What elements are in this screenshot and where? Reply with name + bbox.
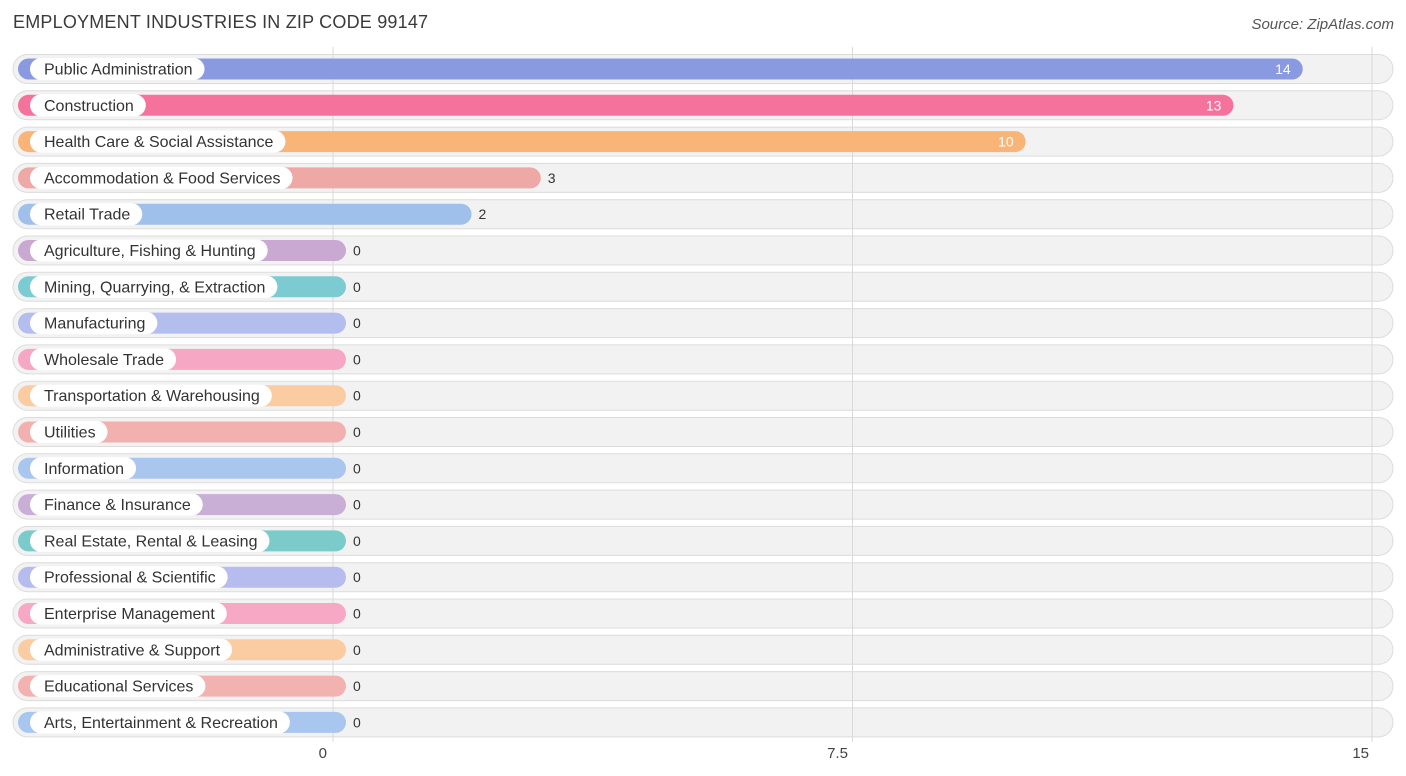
row-background <box>12 453 1394 484</box>
category-label-pill <box>30 711 290 734</box>
value-label: 0 <box>353 388 361 404</box>
row-background <box>12 417 1394 447</box>
value-label: 3 <box>548 170 556 186</box>
value-label: 0 <box>353 351 361 367</box>
value-label: 0 <box>353 279 361 295</box>
category-label: Wholesale Trade <box>44 352 164 369</box>
x-tick-label: 0 <box>319 745 327 762</box>
category-label-pill <box>30 130 286 153</box>
category-label: Real Estate, Rental & Leasing <box>44 533 257 550</box>
row-background <box>12 671 1394 702</box>
category-label-pill <box>30 312 158 335</box>
category-label: Accommodation & Food Services <box>44 170 281 187</box>
value-label: 0 <box>353 243 361 259</box>
category-label: Transportation & Warehousing <box>44 388 260 405</box>
category-label-pill <box>30 602 227 625</box>
row-background <box>12 308 1394 339</box>
chart-title: EMPLOYMENT INDUSTRIES IN ZIP CODE 99147 <box>13 12 429 32</box>
category-label: Manufacturing <box>44 316 145 333</box>
row-background <box>12 344 1394 375</box>
value-label: 0 <box>353 533 361 549</box>
category-label-pill <box>30 384 272 407</box>
category-label: Utilities <box>44 425 96 442</box>
value-label: 13 <box>1206 97 1222 113</box>
value-label: 0 <box>353 460 361 476</box>
category-label-pill <box>30 421 108 443</box>
bars: Public Administration 14 Construction 13 Hea… <box>18 58 1303 734</box>
category-label-pill <box>30 638 233 661</box>
category-label-pill <box>30 239 268 262</box>
category-label: Mining, Quarrying, & Extraction <box>44 279 265 296</box>
category-label: Retail Trade <box>44 207 130 224</box>
category-label-pill <box>30 566 228 589</box>
row-background <box>12 489 1394 520</box>
value-label: 0 <box>353 569 361 585</box>
category-label-pill <box>30 203 143 226</box>
category-label: Educational Services <box>44 679 193 696</box>
x-axis-ticks: 0 7.5 15 <box>319 745 1369 762</box>
category-label: Health Care & Social Assistance <box>44 134 274 151</box>
value-label: 0 <box>353 497 361 513</box>
category-label-pill <box>30 675 206 698</box>
category-label: Enterprise Management <box>44 606 215 623</box>
row-background <box>12 707 1394 738</box>
row-background <box>12 525 1394 556</box>
bar <box>18 58 1303 80</box>
category-label: Agriculture, Fishing & Hunting <box>44 243 256 260</box>
row-background <box>12 235 1394 266</box>
category-label: Professional & Scientific <box>44 570 216 587</box>
value-label: 0 <box>353 606 361 622</box>
category-label-pill <box>30 457 137 480</box>
x-tick-label: 15 <box>1352 745 1369 762</box>
value-label: 0 <box>353 678 361 694</box>
category-label-pill <box>30 493 203 516</box>
category-label: Finance & Insurance <box>44 497 191 514</box>
row-background <box>12 380 1394 411</box>
row-background <box>12 271 1394 302</box>
category-label-pill <box>30 529 270 552</box>
category-label: Administrative & Support <box>44 642 221 659</box>
row-background <box>12 634 1394 665</box>
value-label: 10 <box>998 134 1014 150</box>
value-label: 0 <box>353 642 361 658</box>
value-label: 0 <box>353 315 361 331</box>
bar <box>18 94 1234 116</box>
source-note: Source: ZipAtlas.com <box>1251 16 1394 33</box>
x-tick-label: 7.5 <box>827 745 848 762</box>
category-label-pill <box>30 275 278 298</box>
category-label-pill <box>30 166 293 189</box>
category-label: Construction <box>44 98 134 115</box>
category-label: Arts, Entertainment & Recreation <box>44 715 278 732</box>
row-background <box>12 562 1394 593</box>
value-label: 14 <box>1275 61 1291 77</box>
category-label-pill <box>30 58 205 80</box>
value-label: 2 <box>479 206 487 222</box>
value-label: 0 <box>353 714 361 730</box>
value-label: 0 <box>353 424 361 440</box>
category-label-pill <box>30 94 146 117</box>
category-label: Information <box>44 461 124 478</box>
category-label-pill <box>30 348 177 371</box>
row-background <box>12 598 1394 629</box>
category-label: Public Administration <box>44 62 193 79</box>
